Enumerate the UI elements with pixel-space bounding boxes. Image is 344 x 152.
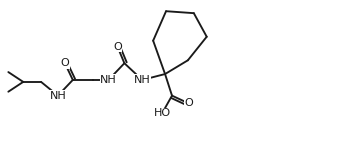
Text: NH: NH [50,91,66,101]
Text: NH: NH [100,75,117,85]
Text: O: O [184,98,193,109]
Text: HO: HO [153,108,171,118]
Text: NH: NH [134,75,151,85]
Text: O: O [61,58,69,68]
Text: O: O [113,41,122,52]
